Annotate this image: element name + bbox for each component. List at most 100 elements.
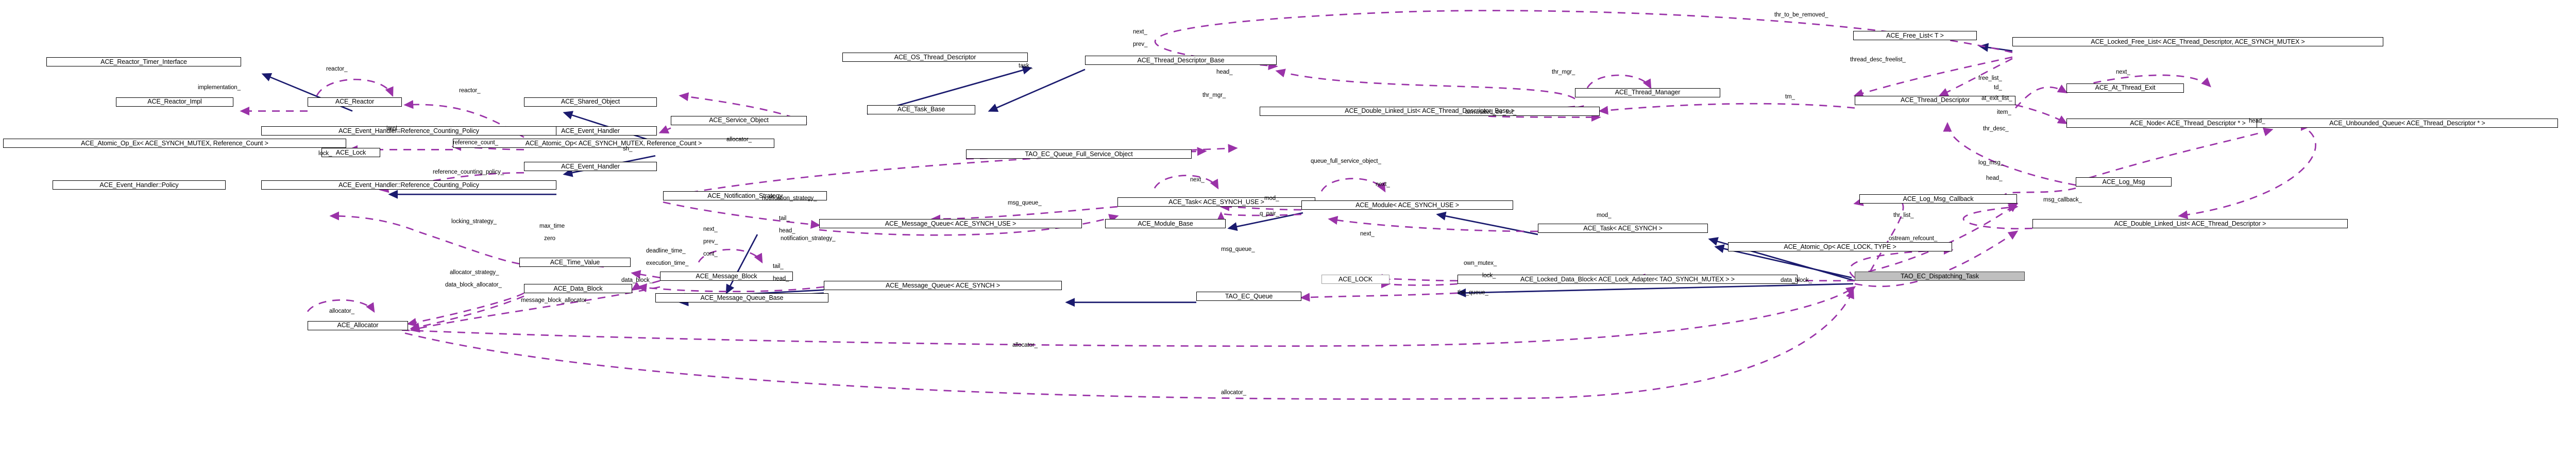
edge-label: message_block_allocator_ <box>521 297 590 304</box>
class-node[interactable]: ACE_Message_Block <box>660 271 793 281</box>
edge-label: prev_ <box>1133 41 1148 47</box>
edge-label: head_ <box>773 275 789 282</box>
edge-label: cont_ <box>703 250 718 257</box>
class-node[interactable]: TAO_EC_Queue <box>1196 291 1301 301</box>
class-node[interactable]: ACE_Reactor_Impl <box>116 97 233 107</box>
edge-label: log_msg_ <box>1978 160 2004 166</box>
edge-label: q_pair_ <box>1260 211 1279 217</box>
class-node[interactable]: ACE_Event_Handler <box>524 126 657 136</box>
class-node[interactable]: ACE_Module< ACE_SYNCH_USE > <box>1301 200 1513 210</box>
edge-label: thr_desc_ <box>1983 126 2009 132</box>
edge-label: zero <box>544 235 555 242</box>
edge-label: lock_ <box>1482 272 1496 279</box>
class-node[interactable]: ACE_Node< ACE_Thread_Descriptor * > <box>2066 119 2309 128</box>
edge-label: free_list_ <box>1978 75 2002 81</box>
class-node[interactable]: ACE_Reactor_Timer_Interface <box>46 57 241 66</box>
edge-label: item_ <box>1997 109 2011 115</box>
class-node[interactable]: ACE_Event_Handler::Reference_Counting_Po… <box>261 180 556 190</box>
edge-label: msg_queue_ <box>1008 200 1042 207</box>
edge-label: head_ <box>1216 69 1233 75</box>
edge-label: prev_ <box>703 238 718 245</box>
edge-label: data_block_allocator_ <box>445 281 502 288</box>
edge-label: deadline_time_ <box>646 247 686 254</box>
edge-label: data_block_ <box>1781 277 1812 283</box>
class-node[interactable]: ACE_Locked_Free_List< ACE_Thread_Descrip… <box>2012 37 2383 46</box>
edge-label: reactor_ <box>459 87 481 94</box>
class-node[interactable]: ACE_Atomic_Op< ACE_LOCK, TYPE > <box>1728 242 1952 251</box>
class-node[interactable]: ACE_Message_Queue< ACE_SYNCH > <box>824 280 1062 290</box>
edge-label: allocator_ <box>329 308 354 314</box>
class-node[interactable]: ACE_Module_Base <box>1105 219 1226 229</box>
class-node[interactable]: ACE_Atomic_Op_Ex< ACE_SYNCH_MUTEX, Refer… <box>3 139 346 148</box>
edge-label: mod_ <box>1597 212 1612 219</box>
class-node[interactable]: ACE_Task_Base <box>867 105 975 114</box>
class-node[interactable]: ACE_Task< ACE_SYNCH > <box>1538 224 1708 233</box>
class-node[interactable]: ACE_Log_Msg_Callback <box>1859 194 2017 204</box>
class-node[interactable]: ACE_Event_Handler <box>524 162 657 172</box>
edge-label: own_mutex_ <box>1464 260 1497 266</box>
class-node[interactable]: ACE_Service_Object <box>671 115 807 125</box>
edge-label: reactor_ <box>326 65 348 72</box>
class-node[interactable]: ACE_Data_Block <box>524 283 632 293</box>
class-node[interactable]: ACE_Time_Value <box>519 257 631 267</box>
class-node[interactable]: ACE_Shared_Object <box>524 97 657 107</box>
edge-label: allocator_ <box>1012 342 1038 348</box>
class-node[interactable]: ACE_Allocator <box>308 321 408 330</box>
class-node[interactable]: TAO_EC_Queue_Full_Service_Object <box>966 149 1192 159</box>
edge-label: impl_ <box>386 126 400 132</box>
class-node[interactable]: ACE_Thread_Descriptor_Base <box>1085 55 1277 65</box>
edge-label: execution_time_ <box>646 260 689 266</box>
edge-label: task_ <box>1019 62 1032 69</box>
class-node[interactable]: ACE_Log_Msg <box>2076 177 2172 187</box>
edge-label: tail_ <box>779 215 790 222</box>
edge-label: next_ <box>1133 28 1147 35</box>
edge-label: tail_ <box>773 263 784 269</box>
edge-label: td_ <box>1994 84 2002 91</box>
edge-label: next_ <box>703 226 718 233</box>
edge-label: msg_callback_ <box>2043 197 2082 204</box>
edge-label: at_exit_list_ <box>1981 95 2012 102</box>
edge-label: thr_list_ <box>1893 212 1914 219</box>
class-node[interactable]: ACE_Event_Handler::Reference_Counting_Po… <box>261 126 556 136</box>
class-node[interactable]: ACE_OS_Thread_Descriptor <box>842 52 1028 62</box>
edge-label: the_queue_ <box>1458 289 1488 296</box>
class-node[interactable]: ACE_Double_Linked_List< ACE_Thread_Descr… <box>2032 219 2348 229</box>
edge-label: sh_ <box>623 146 633 153</box>
edge-label: msg_queue_ <box>1221 246 1255 252</box>
edge-label: reference_counting_policy_ <box>433 169 504 176</box>
class-node[interactable]: ACE_Unbounded_Queue< ACE_Thread_Descript… <box>2257 119 2558 128</box>
edge-label: notification_strategy_ <box>781 235 836 242</box>
class-node[interactable]: ACE_At_Thread_Exit <box>2066 83 2184 93</box>
edge-label: head_ <box>2249 118 2265 125</box>
edge-label: ostream_refcount_ <box>1889 235 1938 242</box>
edge-label: notification_strategy_ <box>762 195 817 202</box>
class-node-highlighted[interactable]: TAO_EC_Dispatching_Task <box>1855 271 2025 281</box>
edge-label: reference_count_ <box>453 140 498 146</box>
class-node[interactable]: ACE_Event_Handler::Policy <box>53 180 226 190</box>
edge-label: thread_desc_freelist_ <box>1850 56 1906 63</box>
class-node[interactable]: ACE_Thread_Manager <box>1575 88 1720 97</box>
class-node[interactable]: ACE_Double_Linked_List< ACE_Thread_Descr… <box>1260 106 1600 116</box>
edge-label: allocator_ <box>726 137 752 143</box>
class-node[interactable]: ACE_Reactor <box>308 97 402 107</box>
edge-label: mod_ <box>1264 195 1279 202</box>
class-node[interactable]: ACE_Thread_Descriptor <box>1855 95 2015 105</box>
class-node[interactable]: ACE_Atomic_Op< ACE_SYNCH_MUTEX, Referenc… <box>453 139 774 148</box>
edge-label: implementation_ <box>198 84 241 91</box>
edge-label: tm_ <box>1785 93 1795 100</box>
edge-label: head_ <box>779 228 795 234</box>
class-node[interactable]: ACE_Message_Queue_Base <box>655 293 828 302</box>
class-node[interactable]: ACE_Free_List< T > <box>1853 30 1977 40</box>
class-node[interactable]: ACE_Task< ACE_SYNCH_USE > <box>1117 197 1315 207</box>
class-node[interactable]: ACE_Message_Queue< ACE_SYNCH_USE > <box>819 219 1082 229</box>
edge-label: thr_mgr_ <box>1552 69 1575 75</box>
edge-label: max_time <box>539 223 565 230</box>
edge-label: thr_mgr_ <box>1202 92 1226 98</box>
class-node[interactable]: ACE_Lock <box>321 148 380 158</box>
class-node[interactable]: ACE_Locked_Data_Block< ACE_Lock_Adapter<… <box>1458 274 1798 284</box>
class-node[interactable]: ACE_LOCK <box>1321 274 1389 284</box>
edge-label: allocator_strategy_ <box>450 269 499 276</box>
class-node[interactable]: ACE_Notification_Strategy <box>663 191 827 201</box>
